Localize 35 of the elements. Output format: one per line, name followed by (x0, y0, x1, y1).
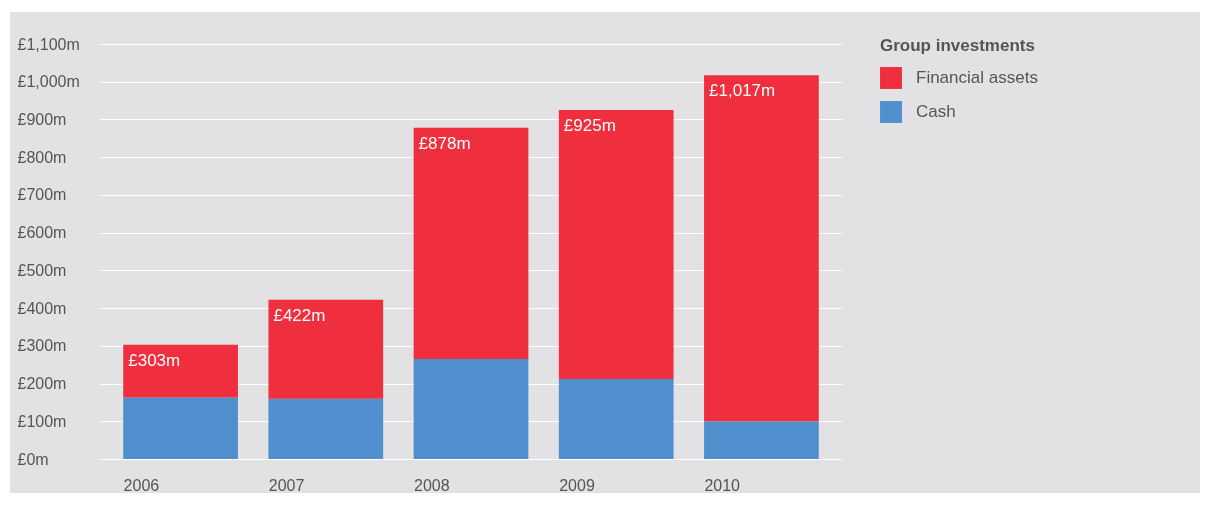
bar (123, 344, 238, 398)
bar (413, 127, 529, 360)
x-tick-label: 2006 (123, 476, 160, 494)
bar (558, 379, 674, 459)
total-label: £1,017m (709, 81, 776, 101)
bar (704, 75, 819, 422)
legend-label: Cash (916, 102, 956, 121)
y-tick-label: £700m (17, 186, 67, 204)
total-label: £925m (563, 116, 616, 136)
y-tick-label: £300m (17, 337, 67, 355)
bar (268, 299, 384, 399)
y-tick-label: £0m (17, 450, 49, 468)
bar (123, 397, 238, 459)
y-tick-label: £900m (17, 110, 67, 128)
y-tick-label: £400m (17, 299, 67, 317)
y-tick-label: £1,100m (17, 35, 80, 53)
bar (268, 398, 384, 459)
x-tick-label: 2010 (704, 476, 741, 494)
bar (558, 110, 674, 380)
y-tick-label: £1,000m (17, 73, 80, 91)
legend-title: Group investments (880, 36, 1035, 55)
x-tick-label: 2009 (559, 476, 595, 494)
x-tick-label: 2007 (268, 476, 305, 494)
y-tick-label: £100m (17, 412, 67, 430)
total-label: £422m (273, 305, 326, 325)
y-tick-label: £600m (17, 224, 67, 242)
bar (704, 421, 819, 459)
x-tick-label: 2008 (414, 476, 450, 494)
total-label: £303m (128, 350, 181, 370)
bar (413, 359, 529, 459)
y-tick-label: £200m (17, 375, 67, 393)
legend-label: Financial assets (916, 68, 1038, 87)
y-tick-label: £500m (17, 261, 67, 279)
y-tick-label: £800m (17, 148, 67, 166)
total-label: £878m (418, 133, 471, 153)
